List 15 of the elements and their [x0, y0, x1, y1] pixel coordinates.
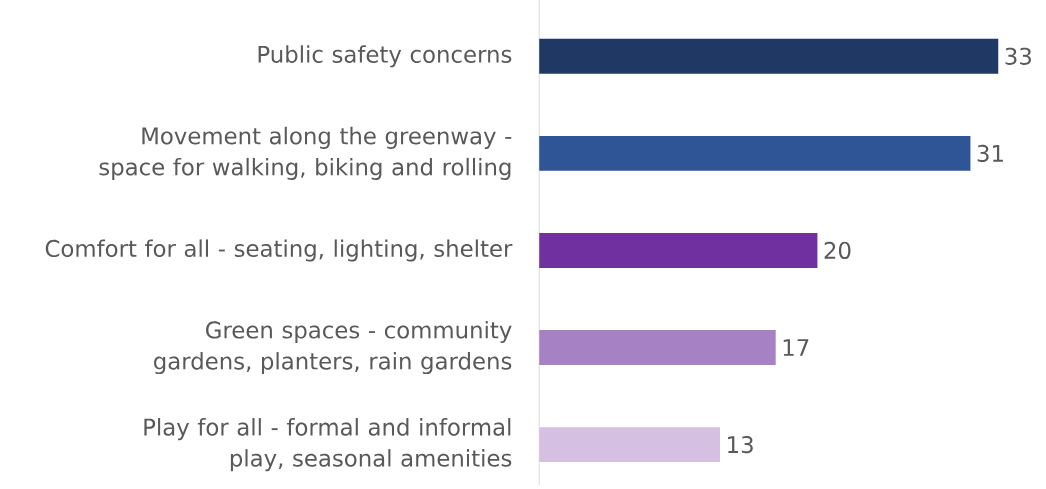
- data-label: 20: [824, 241, 851, 259]
- bar: [539, 135, 971, 171]
- bar: [539, 38, 999, 74]
- y-tick-label: Public safety concerns: [258, 45, 512, 68]
- y-tick-label: Green spaces - community gardens, planters, rain gardens: [154, 320, 512, 374]
- data-label: 31: [977, 144, 1003, 162]
- bar: [539, 232, 818, 268]
- data-label: 33: [1005, 47, 1031, 65]
- data-label: 17: [783, 339, 809, 356]
- bar: [539, 329, 776, 365]
- y-tick-label: Comfort for all - seating, lighting, shelter: [45, 239, 513, 262]
- data-label: 13: [728, 435, 753, 454]
- bar: [539, 427, 721, 462]
- y-tick-label: Play for all - formal and informal play, seasonal amenities: [144, 417, 512, 472]
- y-tick-label: Movement along the greenway - space for walking, biking and rolling: [99, 126, 512, 180]
